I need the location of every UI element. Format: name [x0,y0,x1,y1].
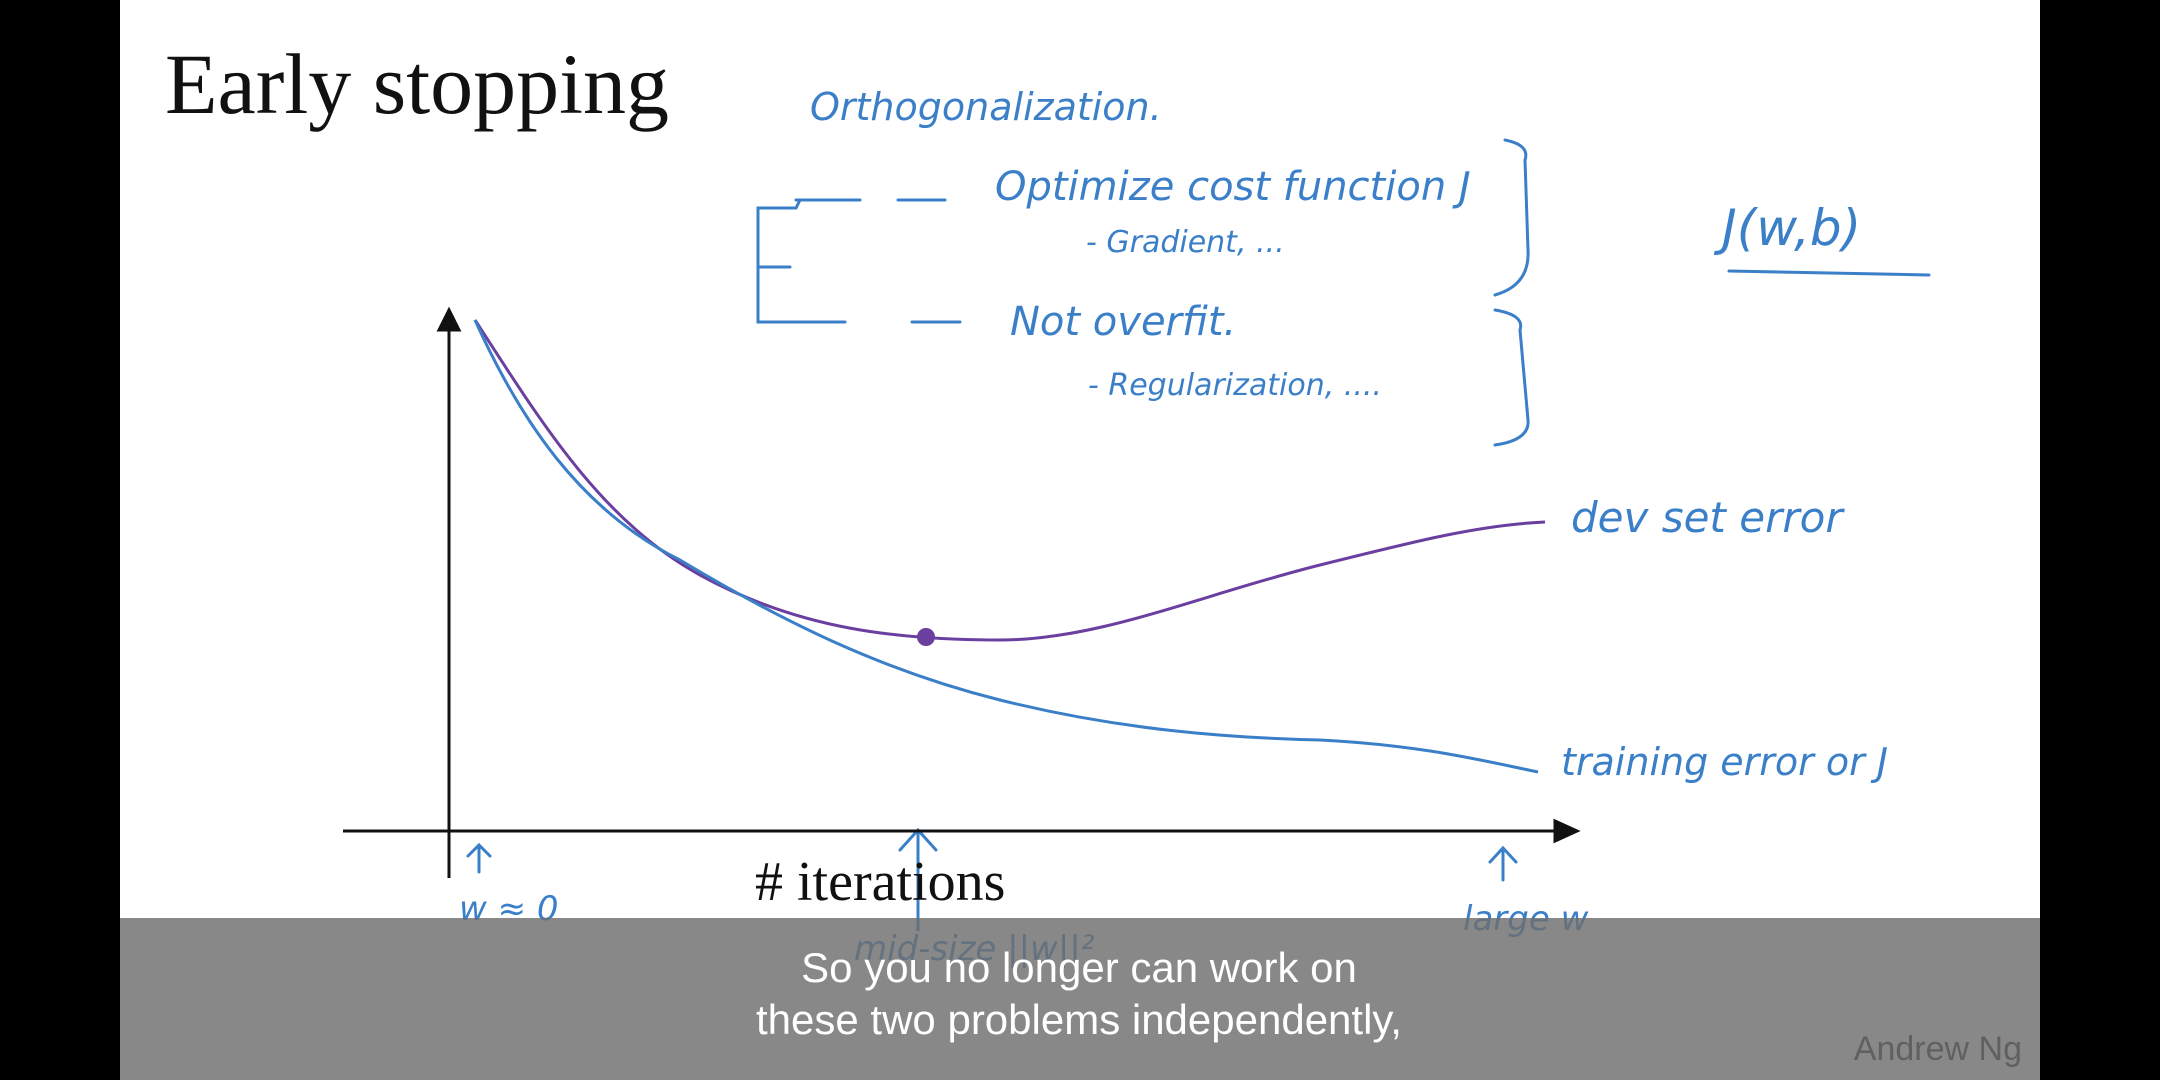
annotation: Not overfit. [1010,299,1236,345]
annotation: - Gradient, ... [1086,225,1285,260]
brace [1493,308,1530,447]
arrow [1488,845,1518,882]
axes [343,306,1581,878]
subtitle-line: these two problems independently, [756,996,1402,1043]
curve-label: dev set error [1571,493,1845,542]
slide [120,0,2040,1080]
x-arrowhead [1553,818,1581,844]
annotation: - Regularization, .... [1088,368,1382,403]
curve-label: training error or J [1561,740,1888,784]
arrow [466,842,492,874]
train-curve [473,319,1539,774]
dev-curve [473,319,1546,642]
y-arrowhead [436,306,462,332]
subtitle-band [120,918,2040,1080]
annotation: Optimize cost function J [995,164,1471,210]
dash [896,198,962,324]
slide-title: Early stopping [165,36,669,132]
underline [1727,269,1931,277]
annotation: J(w,b) [1713,199,1861,257]
subtitle-line: So you no longer can work on [801,944,1357,991]
bracket [756,198,862,324]
annotation: Orthogonalization. [810,85,1162,129]
brace [1493,138,1530,297]
x-axis-label: # iterations [755,851,1005,913]
stop-point [917,628,935,646]
